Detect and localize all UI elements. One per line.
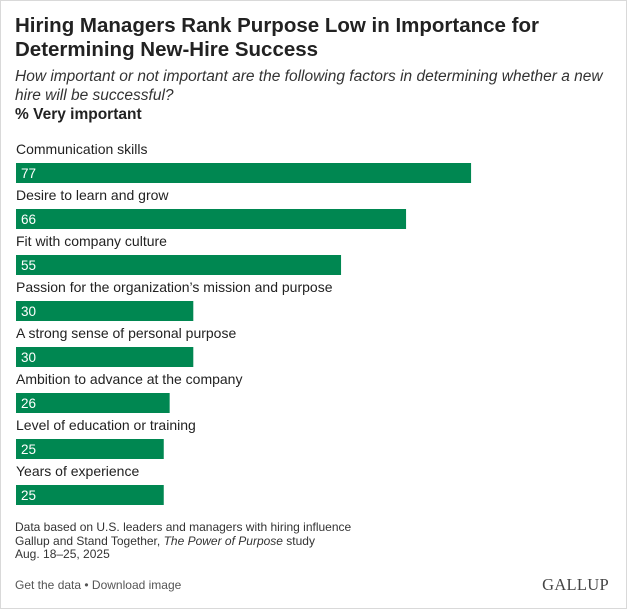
category-label: Desire to learn and grow bbox=[16, 187, 169, 203]
bar bbox=[16, 209, 407, 229]
notes-source-prefix: Gallup and Stand Together, bbox=[15, 533, 164, 548]
unit-label: % Very important bbox=[15, 106, 142, 123]
download-image-link[interactable]: Download image bbox=[91, 578, 182, 592]
bar-value-label: 66 bbox=[21, 212, 36, 227]
bar bbox=[16, 485, 164, 505]
notes-source-suffix: study bbox=[282, 533, 315, 548]
bar-value-label: 30 bbox=[21, 304, 36, 319]
bar-value-label: 30 bbox=[21, 350, 36, 365]
category-label: Level of education or training bbox=[16, 417, 196, 433]
footer-separator: • bbox=[81, 578, 92, 592]
bar-value-label: 25 bbox=[21, 488, 36, 503]
category-label: Years of experience bbox=[16, 463, 139, 479]
notes-line-2: Gallup and Stand Together, The Power of … bbox=[15, 533, 351, 549]
notes-study-title: The Power of Purpose bbox=[163, 533, 283, 548]
bar bbox=[16, 393, 170, 413]
bar bbox=[16, 439, 164, 459]
gallup-logo: GALLUP bbox=[542, 575, 609, 594]
get-data-link[interactable]: Get the data bbox=[15, 578, 82, 592]
bar-value-label: 26 bbox=[21, 396, 36, 411]
bar-value-label: 25 bbox=[21, 442, 36, 457]
bar bbox=[16, 163, 472, 183]
bar bbox=[16, 347, 194, 367]
bar bbox=[16, 301, 194, 321]
chart-subtitle: How important or not important are the f… bbox=[15, 68, 603, 104]
bar-value-label: 55 bbox=[21, 258, 36, 273]
category-label: Communication skills bbox=[16, 141, 147, 157]
source-notes: Data based on U.S. leaders and managers … bbox=[15, 520, 352, 562]
notes-line-3: Aug. 18–25, 2025 bbox=[15, 547, 110, 561]
chart-title: Hiring Managers Rank Purpose Low in Impo… bbox=[15, 14, 539, 61]
notes-line-1: Data based on U.S. leaders and managers … bbox=[15, 520, 352, 534]
category-label: Fit with company culture bbox=[16, 233, 167, 249]
category-label: Passion for the organization’s mission a… bbox=[16, 279, 333, 295]
bar bbox=[16, 255, 342, 275]
category-label: A strong sense of personal purpose bbox=[16, 325, 236, 341]
footer-links: Get the data • Download image bbox=[15, 578, 181, 592]
category-label: Ambition to advance at the company bbox=[16, 371, 242, 387]
bar-value-label: 77 bbox=[21, 166, 36, 181]
